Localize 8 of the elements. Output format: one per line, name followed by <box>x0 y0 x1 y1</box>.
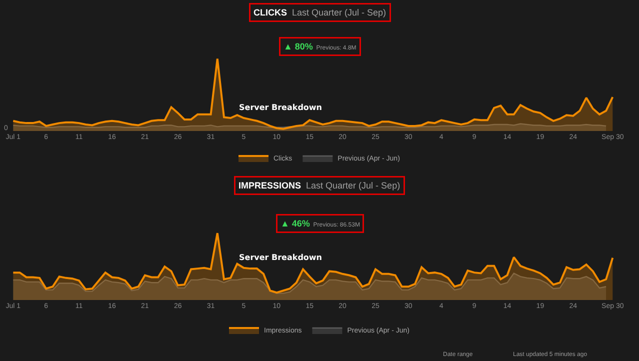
chart-title: IMPRESSIONS <box>238 180 302 190</box>
annotation: Server Breakdown <box>239 253 322 262</box>
text: ▲ 80% <box>284 42 313 52</box>
text: ▲ 46% <box>280 218 310 228</box>
chart-subtitle: Last Quarter (Jul - Sep) <box>306 180 400 190</box>
annotation: Server Breakdown <box>239 103 322 112</box>
chart-subtitle: Last Quarter (Jul - Sep) <box>292 8 386 18</box>
chart-title: CLICKS <box>254 8 287 18</box>
